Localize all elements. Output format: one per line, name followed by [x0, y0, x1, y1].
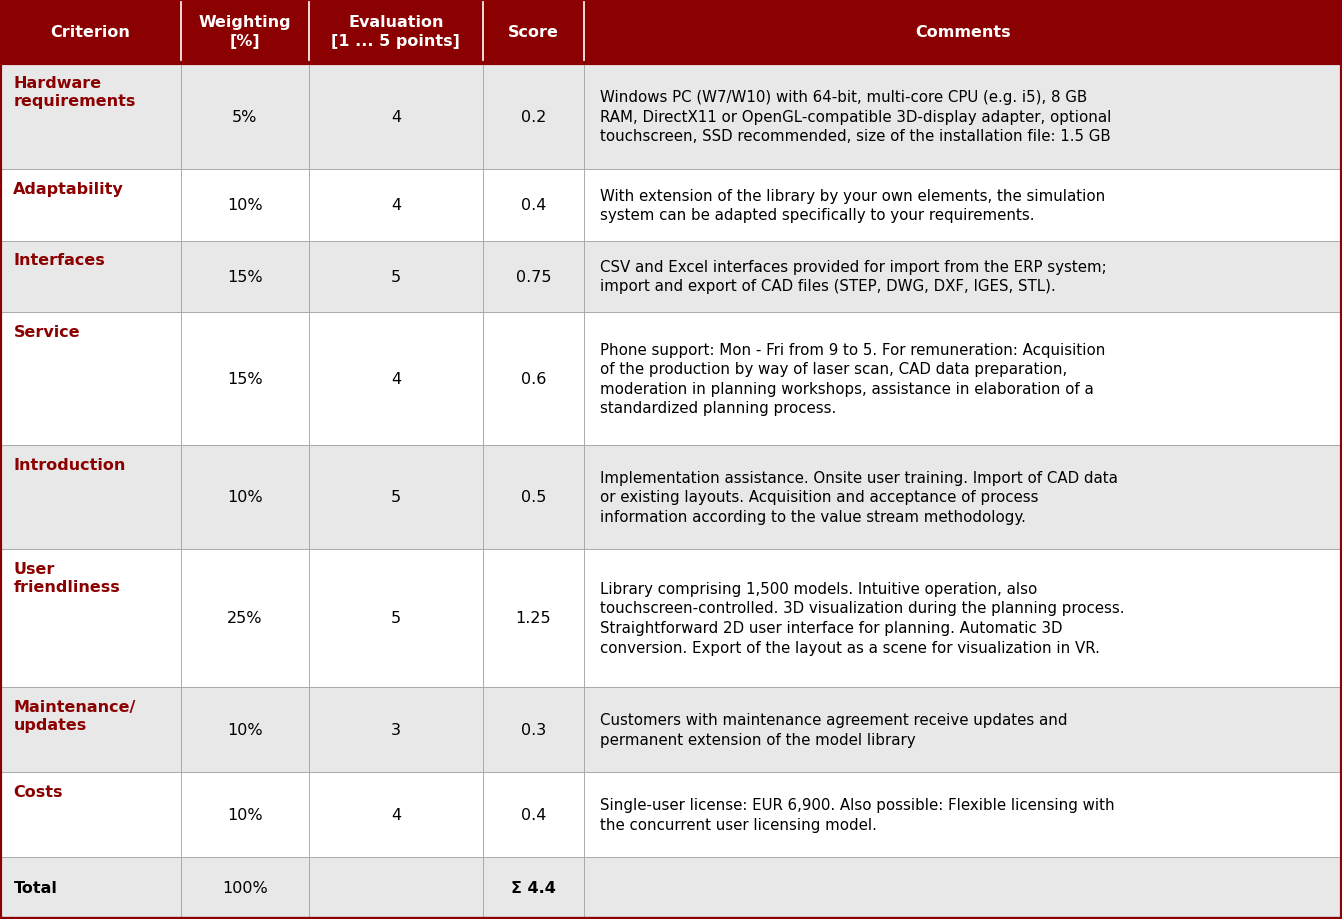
Bar	[0, 241, 1342, 312]
Text: Customers with maintenance agreement receive updates and
permanent extension of : Customers with maintenance agreement rec…	[600, 712, 1067, 747]
Text: Windows PC (W7/W10) with 64-bit, multi-core CPU (e.g. i5), 8 GB
RAM, DirectX11 o: Windows PC (W7/W10) with 64-bit, multi-c…	[600, 90, 1111, 144]
Text: Library comprising 1,500 models. Intuitive operation, also
touchscreen-controlle: Library comprising 1,500 models. Intuiti…	[600, 581, 1125, 655]
Text: 10%: 10%	[227, 722, 263, 737]
Text: 10%: 10%	[227, 490, 263, 505]
Text: 25%: 25%	[227, 610, 263, 626]
Text: Score: Score	[509, 25, 558, 40]
Bar	[0, 772, 1342, 857]
Text: 10%: 10%	[227, 199, 263, 213]
Text: 0.2: 0.2	[521, 109, 546, 125]
Text: Phone support: Mon - Fri from 9 to 5. For remuneration: Acquisition
of the produ: Phone support: Mon - Fri from 9 to 5. Fo…	[600, 342, 1106, 416]
Text: Interfaces: Interfaces	[13, 253, 105, 268]
Text: Service: Service	[13, 324, 81, 339]
Text: 5: 5	[391, 610, 401, 626]
Text: With extension of the library by your own elements, the simulation
system can be: With extension of the library by your ow…	[600, 188, 1104, 223]
Text: Maintenance/
updates: Maintenance/ updates	[13, 698, 136, 732]
Bar	[0, 686, 1342, 772]
Text: 0.75: 0.75	[515, 269, 552, 284]
Text: Weighting
[%]: Weighting [%]	[199, 16, 291, 49]
Text: 3: 3	[391, 722, 401, 737]
Text: Costs: Costs	[13, 784, 63, 799]
Text: CSV and Excel interfaces provided for import from the ERP system;
import and exp: CSV and Excel interfaces provided for im…	[600, 259, 1107, 294]
Text: 5%: 5%	[232, 109, 258, 125]
Bar	[0, 0, 1342, 64]
Text: User
friendliness: User friendliness	[13, 561, 121, 594]
Text: Adaptability: Adaptability	[13, 182, 125, 197]
Text: Hardware
requirements: Hardware requirements	[13, 76, 136, 109]
Text: 4: 4	[391, 371, 401, 387]
Text: Evaluation
[1 ... 5 points]: Evaluation [1 ... 5 points]	[331, 16, 460, 49]
Text: Σ 4.4: Σ 4.4	[511, 880, 556, 895]
Bar	[0, 64, 1342, 170]
Text: Introduction: Introduction	[13, 458, 126, 472]
Text: 15%: 15%	[227, 371, 263, 387]
Text: Implementation assistance. Onsite user training. Import of CAD data
or existing : Implementation assistance. Onsite user t…	[600, 471, 1118, 525]
Bar	[0, 549, 1342, 686]
Bar	[0, 446, 1342, 549]
Text: 5: 5	[391, 490, 401, 505]
Text: 10%: 10%	[227, 807, 263, 822]
Text: 4: 4	[391, 807, 401, 822]
Text: 0.4: 0.4	[521, 199, 546, 213]
Text: Criterion: Criterion	[51, 25, 130, 40]
Text: 0.3: 0.3	[521, 722, 546, 737]
Bar	[0, 312, 1342, 446]
Text: 15%: 15%	[227, 269, 263, 284]
Text: 4: 4	[391, 199, 401, 213]
Text: 0.5: 0.5	[521, 490, 546, 505]
Text: Single-user license: EUR 6,900. Also possible: Flexible licensing with
the concu: Single-user license: EUR 6,900. Also pos…	[600, 797, 1114, 832]
Text: Total: Total	[13, 880, 58, 895]
Text: 0.4: 0.4	[521, 807, 546, 822]
Text: 1.25: 1.25	[515, 610, 552, 626]
Text: 5: 5	[391, 269, 401, 284]
Text: Comments: Comments	[915, 25, 1011, 40]
Bar	[0, 857, 1342, 919]
Bar	[0, 170, 1342, 241]
Text: 100%: 100%	[221, 880, 268, 895]
Text: 4: 4	[391, 109, 401, 125]
Text: 0.6: 0.6	[521, 371, 546, 387]
